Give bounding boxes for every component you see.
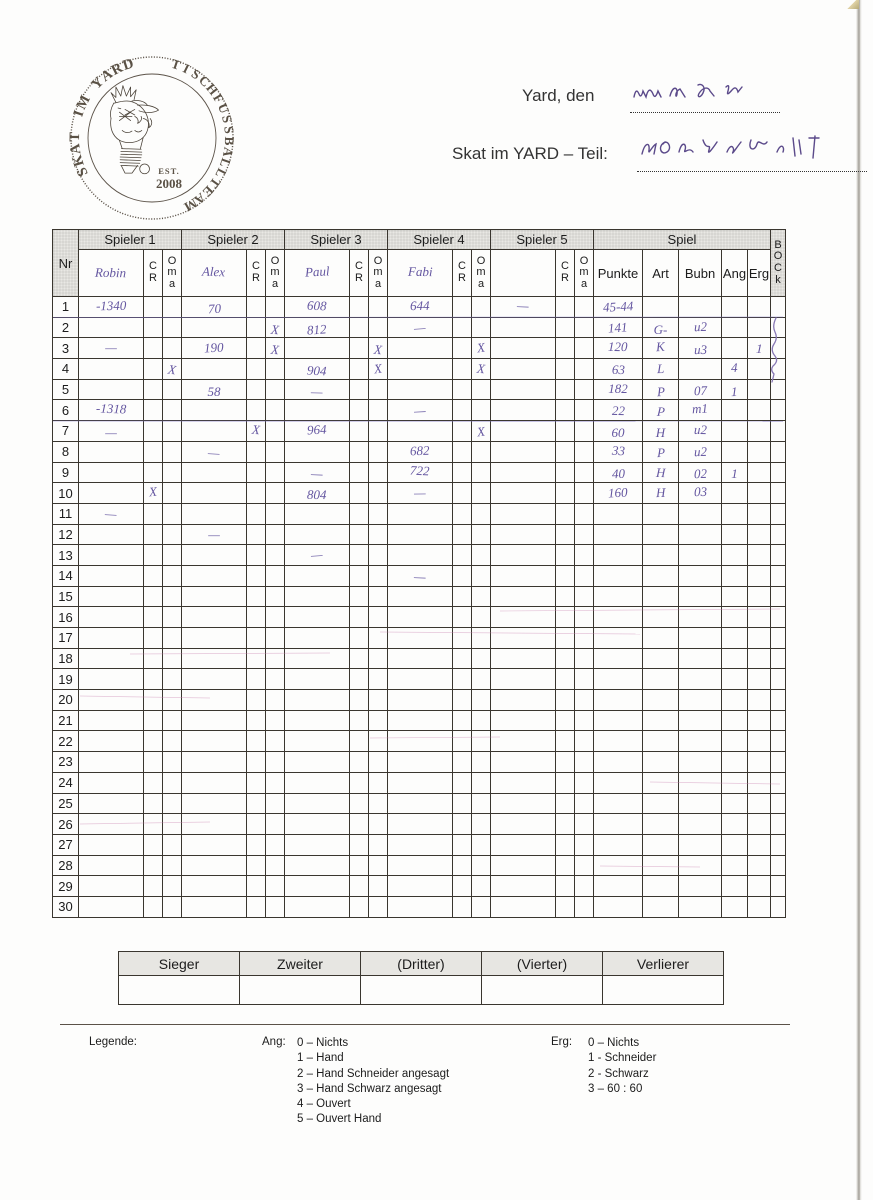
svg-text:B: B (222, 136, 237, 146)
svg-text:EST.: EST. (158, 166, 180, 176)
svg-text:S: S (219, 114, 235, 125)
svg-text:T: T (169, 56, 182, 73)
svg-text:A: A (67, 142, 84, 155)
svg-text:S: S (221, 125, 237, 134)
svg-text:I: I (181, 61, 192, 77)
svg-text:2008: 2008 (156, 176, 183, 191)
svg-text:T: T (67, 132, 83, 142)
svg-text:M: M (73, 92, 94, 112)
